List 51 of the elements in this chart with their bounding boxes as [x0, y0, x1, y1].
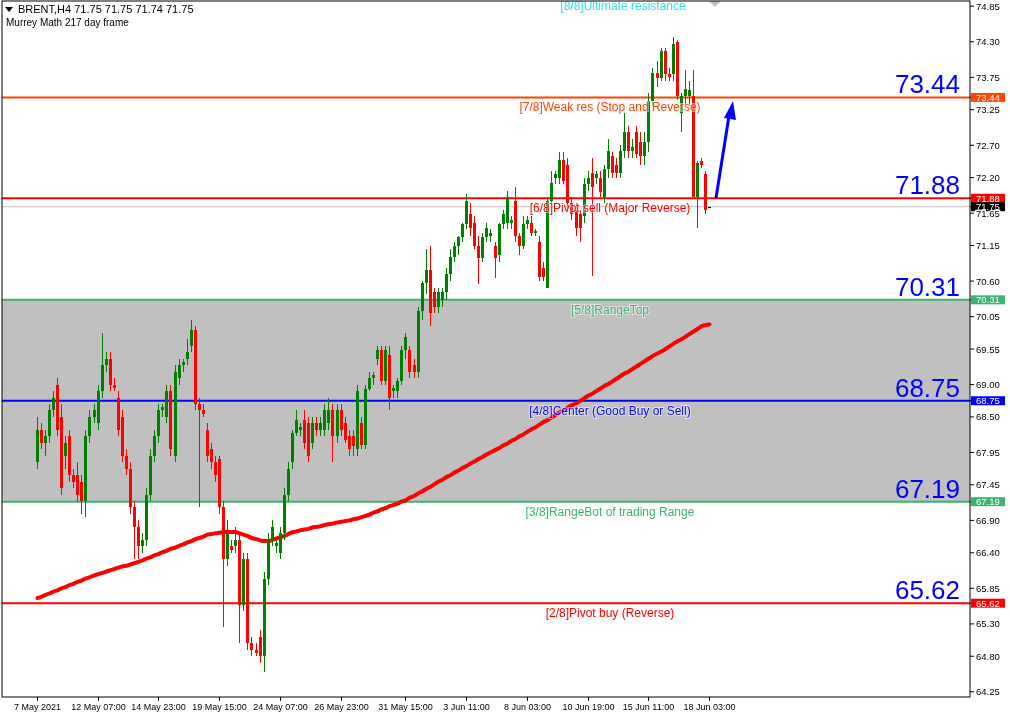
x-tick-label: 8 Jun 03:00	[503, 702, 552, 712]
x-tick-label: 7 May 2021	[13, 702, 62, 712]
y-tick-label: 68.75	[976, 395, 1000, 407]
y-tick-label: 65.62	[976, 597, 1000, 609]
annotation: 71.88	[894, 170, 960, 201]
y-tick-label: 74.30	[976, 36, 1000, 48]
y-tick-label: 67.95	[976, 446, 1000, 458]
candlestick	[534, 228, 537, 237]
y-tick-label: 70.31	[976, 294, 1000, 306]
y-tick-label: 73.75	[976, 71, 1000, 83]
y-tick-label: 70.05	[976, 311, 1000, 323]
annotation: 65.62	[894, 575, 960, 606]
chart-title: BRENT,H4 71.75 71.75 71.74 71.75	[18, 3, 194, 15]
y-tick-label: 66.40	[976, 547, 1000, 559]
y-tick-label: 73.25	[976, 104, 1000, 116]
x-tick-label: 24 May 07:00	[253, 702, 308, 712]
y-tick-label: 71.15	[976, 240, 1000, 252]
y-tick-label: 73.44	[976, 91, 1000, 103]
text: Murrey Math 217 day frame	[6, 17, 130, 28]
y-tick-label: 67.19	[976, 496, 1000, 508]
x-tick-label: 26 May 23:00	[314, 702, 369, 712]
y-tick-label: 68.50	[976, 411, 1000, 423]
annotation: 73.44	[894, 69, 960, 100]
annotation: 67.19	[894, 473, 960, 504]
ref-line-label: [3/8]RangeBot of trading Range	[525, 504, 695, 519]
annotation: 70.31	[894, 271, 960, 302]
annotation: [8/8]Ultimate resistance	[560, 0, 687, 13]
y-tick-label: 65.30	[976, 618, 1000, 630]
annotation: 68.75	[894, 372, 960, 403]
y-tick-label: 72.20	[976, 172, 1000, 184]
ref-line-label: [2/8]Pivot buy (Reverse)	[545, 606, 675, 621]
y-tick-label: 66.90	[976, 514, 1000, 526]
y-tick-label: 71.88	[976, 192, 1000, 204]
x-tick-label: 15 Jun 11:00	[622, 702, 675, 712]
y-tick-label: 65.85	[976, 582, 1000, 594]
y-tick-label: 69.55	[976, 343, 1000, 355]
x-tick-label: 3 Jun 11:00	[443, 702, 490, 712]
x-tick-label: 14 May 23:00	[131, 702, 186, 712]
y-tick-label: 67.45	[976, 479, 1000, 491]
ref-line-label: [5/8]RangeTop	[570, 302, 650, 317]
y-tick-label: 69.00	[976, 379, 1000, 391]
x-tick-label: 10 Jun 19:00	[562, 702, 615, 712]
y-tick-label: 64.80	[976, 650, 1000, 662]
x-tick-label: 19 May 15:00	[192, 702, 247, 712]
y-tick-label: 72.70	[976, 139, 1000, 151]
y-tick-label: 70.60	[976, 275, 1000, 287]
y-tick-label: 64.25	[976, 686, 1000, 698]
y-tick-label: 74.85	[976, 0, 1000, 12]
x-tick-label: 12 May 07:00	[71, 702, 126, 712]
x-tick-label: 31 May 15:00	[378, 702, 433, 712]
x-tick-label: 18 Jun 03:00	[683, 702, 736, 712]
